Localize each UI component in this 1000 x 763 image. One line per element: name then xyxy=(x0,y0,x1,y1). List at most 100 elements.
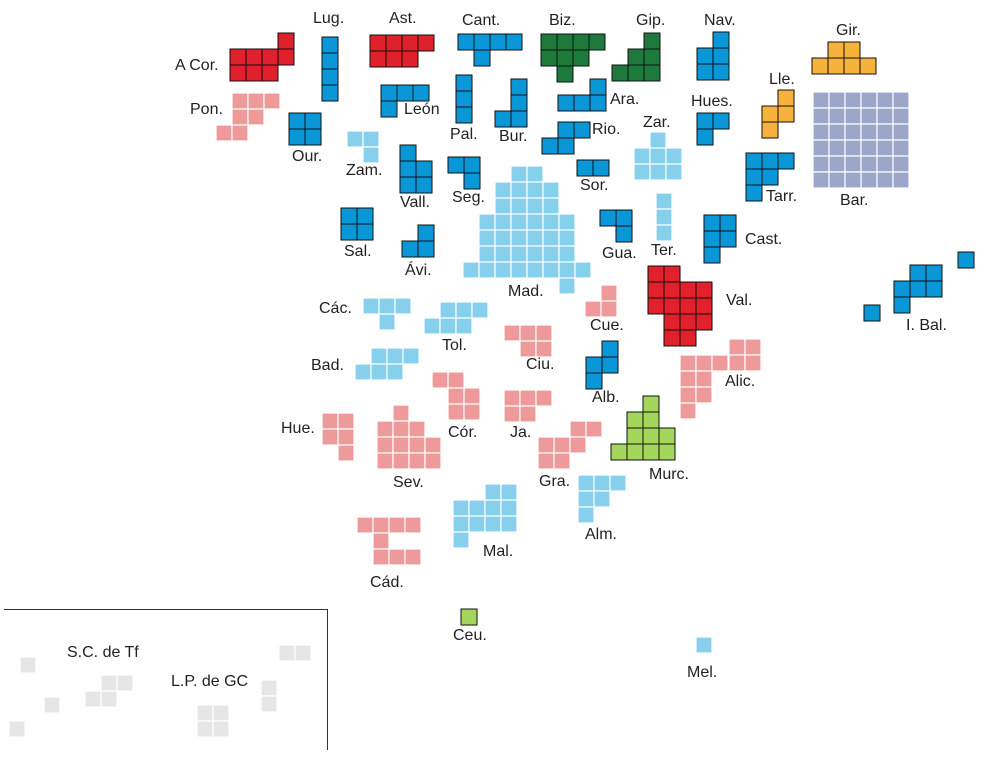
seat-tile xyxy=(457,33,475,51)
seat-tile xyxy=(388,548,406,566)
seat-tile xyxy=(663,313,681,331)
seat-tile xyxy=(423,317,441,335)
seat-tile xyxy=(288,128,306,146)
province-label-ter: Ter. xyxy=(651,242,677,259)
seat-tile xyxy=(447,403,465,421)
seat-tile xyxy=(247,92,265,110)
seat-tile xyxy=(212,720,230,738)
seat-tile xyxy=(589,94,607,112)
seat-tile xyxy=(592,159,610,177)
seat-tile xyxy=(494,261,512,279)
seat-tile xyxy=(703,246,721,264)
seat-tile xyxy=(577,506,595,524)
seat-tile xyxy=(626,411,644,429)
province-pon-seats xyxy=(215,92,281,142)
seat-tile xyxy=(558,213,576,231)
seat-tile xyxy=(843,41,861,59)
seat-tile xyxy=(452,531,470,549)
seat-tile xyxy=(489,33,507,51)
seat-tile xyxy=(761,168,779,186)
province-bad-seats xyxy=(354,347,420,381)
seat-tile xyxy=(553,452,571,470)
seat-tile xyxy=(663,265,681,283)
seat-tile xyxy=(627,48,645,66)
seat-tile xyxy=(827,57,845,75)
seat-tile xyxy=(535,389,553,407)
province-avi-seats xyxy=(401,224,435,258)
province-hue-seats xyxy=(321,412,355,462)
seat-tile xyxy=(494,197,512,215)
province-cant-seats xyxy=(457,33,523,67)
seat-tile xyxy=(484,483,502,501)
province-biz-seats xyxy=(540,33,606,83)
seat-tile xyxy=(392,436,410,454)
seat-tile xyxy=(679,297,697,315)
province-s-c-de-tf-seats xyxy=(8,656,134,738)
seat-tile xyxy=(321,68,339,86)
seat-tile xyxy=(494,229,512,247)
seat-tile xyxy=(593,490,611,508)
seat-tile xyxy=(503,324,521,342)
seat-tile xyxy=(695,386,713,404)
seat-tile xyxy=(844,155,862,173)
seat-tile xyxy=(408,436,426,454)
seat-tile xyxy=(519,405,537,423)
province-tarr-seats xyxy=(745,152,795,202)
seat-tile xyxy=(925,264,943,282)
province-cue-seats xyxy=(584,284,618,318)
seat-tile xyxy=(510,181,528,199)
seat-tile xyxy=(719,230,737,248)
province-alic-seats xyxy=(679,338,762,420)
seat-tile xyxy=(844,171,862,189)
seat-tile xyxy=(695,297,713,315)
seat-tile xyxy=(401,240,419,258)
seat-tile xyxy=(229,64,247,82)
seat-tile xyxy=(610,443,628,461)
seat-tile xyxy=(665,147,683,165)
seat-tile xyxy=(304,128,322,146)
province-label-bur: Bur. xyxy=(499,128,528,145)
seat-tile xyxy=(408,420,426,438)
province-label-bad: Bad. xyxy=(311,357,344,374)
seat-tile xyxy=(712,63,730,81)
seat-tile xyxy=(696,128,714,146)
province-label-bar: Bar. xyxy=(840,192,869,209)
province-label-cor: Cór. xyxy=(448,424,478,441)
seat-tile xyxy=(647,297,665,315)
seat-tile xyxy=(925,280,943,298)
seat-tile xyxy=(535,340,553,358)
seat-tile xyxy=(519,340,537,358)
seat-tile xyxy=(370,347,388,365)
province-rio-seats xyxy=(541,121,591,155)
seat-tile xyxy=(679,370,697,388)
province-sor-seats xyxy=(576,159,610,177)
seat-tile xyxy=(399,144,417,162)
province-lle-seats xyxy=(761,89,795,139)
seat-tile xyxy=(728,354,746,372)
seat-tile xyxy=(828,171,846,189)
seat-tile xyxy=(376,420,394,438)
seat-tile xyxy=(642,443,660,461)
seat-tile xyxy=(828,91,846,109)
seat-tile xyxy=(340,223,358,241)
seat-tile xyxy=(695,281,713,299)
province-label-ciu: Ciu. xyxy=(526,356,555,373)
seat-tile xyxy=(304,112,322,130)
seat-tile xyxy=(745,168,763,186)
province-bur-seats xyxy=(494,78,528,128)
province-label-biz: Biz. xyxy=(549,12,576,29)
seat-tile xyxy=(260,695,278,713)
seat-tile xyxy=(642,395,660,413)
seat-tile xyxy=(505,33,523,51)
seat-tile xyxy=(600,300,618,318)
seat-tile xyxy=(462,261,480,279)
province-label-ceu: Ceu. xyxy=(453,627,487,644)
seat-tile xyxy=(263,92,281,110)
province-gra-seats xyxy=(537,420,603,470)
province-label-zam: Zam. xyxy=(346,162,383,179)
province-gir-seats xyxy=(811,41,877,75)
province-ceu-seats xyxy=(460,608,478,626)
seat-tile xyxy=(696,112,714,130)
seat-tile xyxy=(626,427,644,445)
